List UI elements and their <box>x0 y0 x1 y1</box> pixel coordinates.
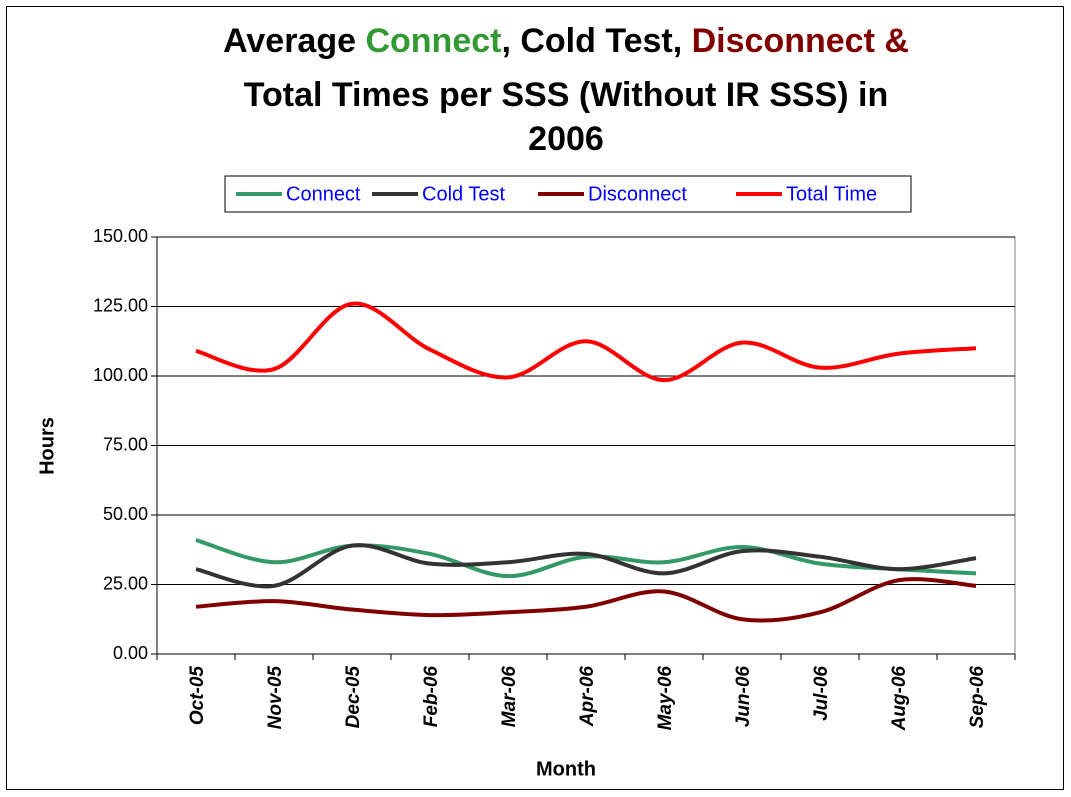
x-tick-label: Jun-06 <box>733 666 754 728</box>
x-tick-label: Aug-06 <box>889 666 910 732</box>
x-tick-label: Sep-06 <box>967 666 988 729</box>
chart-title: Total Times per SSS (Without IR SSS) in <box>244 76 889 114</box>
title-part: 2006 <box>528 120 604 158</box>
x-tick-label: Feb-06 <box>421 666 442 728</box>
x-tick-label: Mar-06 <box>499 666 520 728</box>
title-part: Disconnect & <box>692 22 909 60</box>
title-part: Total Times per SSS (Without IR SSS) in <box>244 76 889 114</box>
chart-title: Average Connect, Cold Test, Disconnect & <box>223 22 909 60</box>
x-tick-label: Dec-05 <box>343 666 364 729</box>
legend-label: Total Time <box>786 183 877 205</box>
title-part: , Cold Test, <box>501 22 691 60</box>
y-tick-label: 150.00 <box>93 226 148 246</box>
x-axis-label: Month <box>536 758 596 780</box>
title-part: Connect <box>365 22 501 60</box>
series-line <box>195 543 977 589</box>
legend-label: Connect <box>286 183 361 205</box>
chart-title: 2006 <box>528 120 604 158</box>
y-axis-label: Hours <box>36 417 58 475</box>
x-tick-label: Nov-05 <box>265 666 286 730</box>
legend-label: Disconnect <box>588 183 687 205</box>
x-tick-label: Oct-05 <box>187 666 208 726</box>
x-tick-label: May-06 <box>655 666 676 731</box>
series-line <box>195 538 977 579</box>
series-line <box>195 577 977 623</box>
x-tick-label: Jul-06 <box>811 666 832 721</box>
series-line <box>195 301 977 383</box>
x-tick-label: Apr-06 <box>577 666 598 728</box>
y-tick-label: 125.00 <box>93 295 148 315</box>
legend-label: Cold Test <box>422 183 505 205</box>
title-part: Average <box>223 22 365 60</box>
y-tick-label: 75.00 <box>103 434 148 454</box>
y-tick-label: 0.00 <box>113 643 148 663</box>
y-tick-label: 25.00 <box>103 573 148 593</box>
y-tick-label: 100.00 <box>93 365 148 385</box>
y-tick-label: 50.00 <box>103 504 148 524</box>
